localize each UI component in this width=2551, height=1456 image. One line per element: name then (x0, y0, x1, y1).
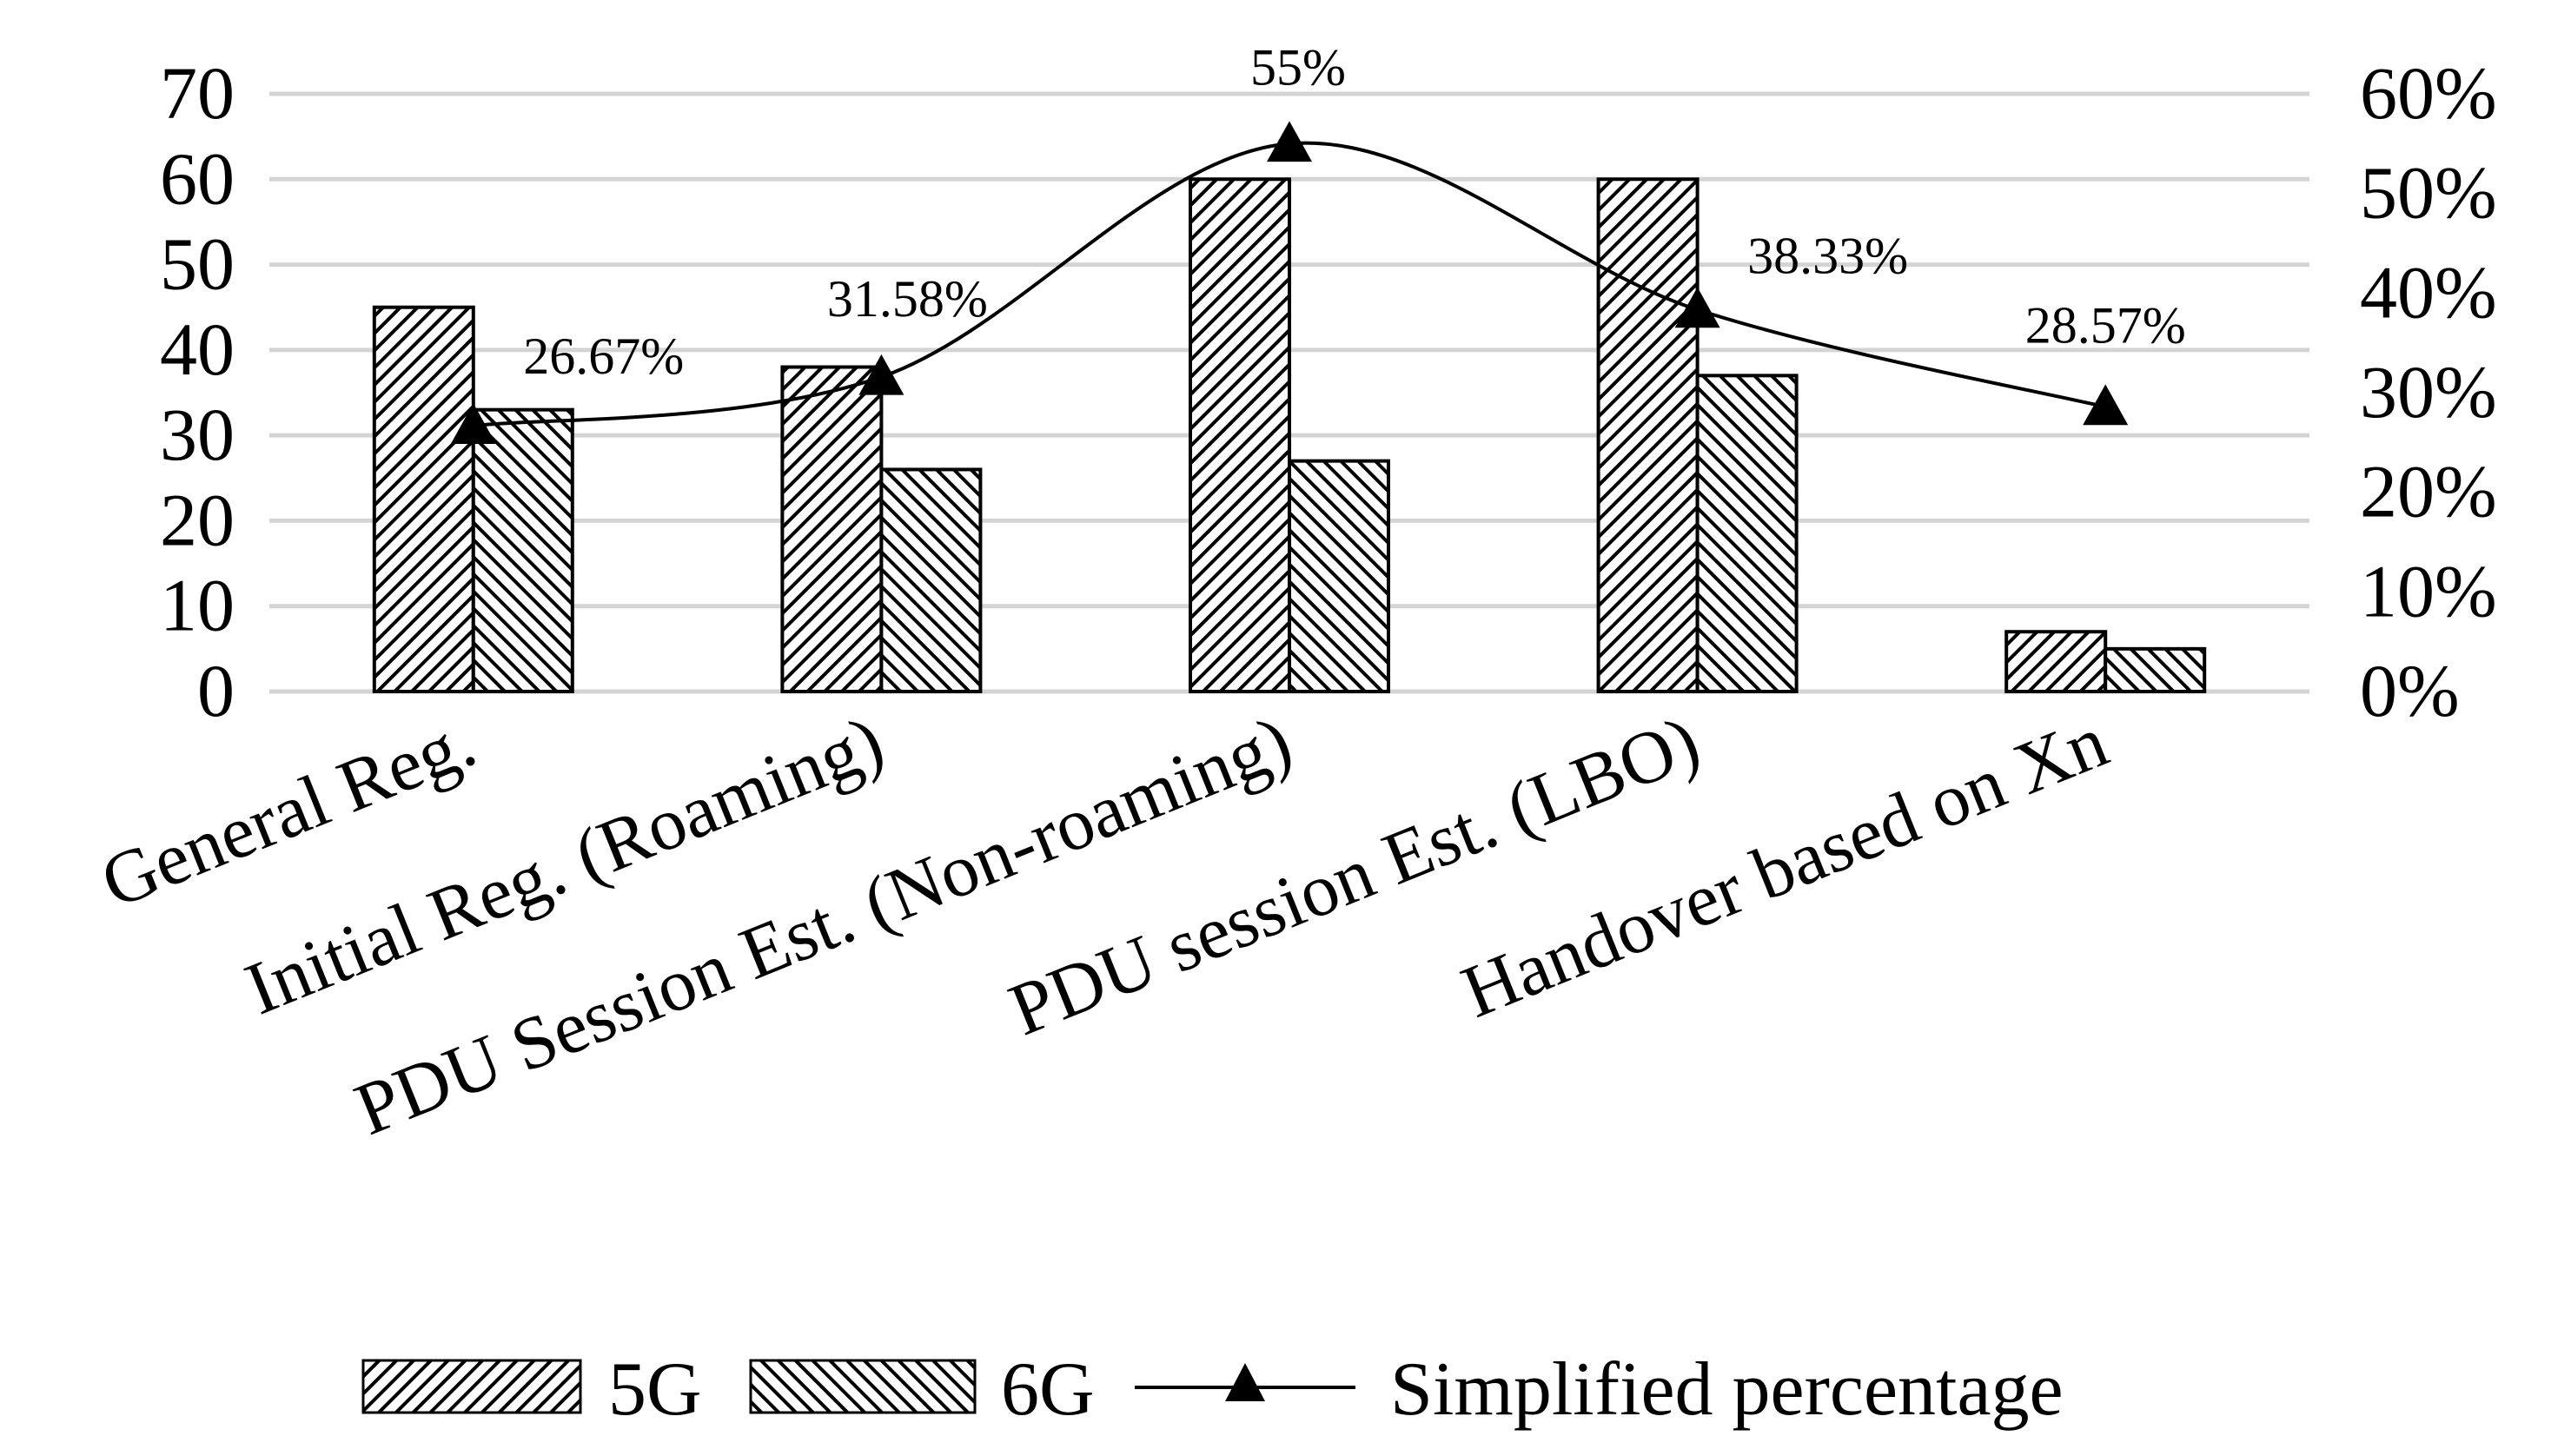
percentage-label: 28.57% (2025, 296, 2186, 354)
bar-6g-pdu-session-est-lbo (1695, 374, 1799, 693)
right-tick-label: 10% (2360, 549, 2497, 632)
legend-label-simplified-percentage: Simplified percentage (1390, 1347, 2064, 1432)
bar-5g-pdu-session-est-non-roaming (1189, 177, 1291, 694)
left-tick-label: 30 (160, 393, 235, 476)
bar-5g-handover-based-on-xn (2004, 630, 2108, 694)
bar-6g-pdu-session-est-non-roaming (1288, 459, 1390, 694)
category-label-pdu-session-est-lbo: PDU session Est. (LBO) (998, 699, 1711, 1052)
left-tick-label: 20 (160, 478, 235, 561)
percentage-marker-pdu-session-est-non-roaming (1267, 121, 1312, 162)
left-tick-label: 60 (160, 136, 235, 220)
legend-triangle-marker (1225, 1363, 1265, 1401)
legend-swatch-6g (749, 1359, 977, 1414)
right-tick-label: 40% (2360, 250, 2497, 334)
bar-5g-general-reg (372, 305, 475, 693)
legend: 5G 6G Simplified percentage (361, 1347, 2064, 1432)
bar-5g-pdu-session-est-lbo (1596, 177, 1700, 694)
percentage-label: 38.33% (1747, 227, 1908, 284)
legend-label-6g: 6G (1001, 1347, 1095, 1432)
category-labels: General Reg.Initial Reg. (Roaming)PDU Se… (89, 699, 2118, 1151)
legend-swatch-5g (361, 1359, 582, 1414)
percentage-line-series: 26.67% 31.58% 55% 38.33% 28.57% (450, 38, 2186, 444)
right-axis-ticks: 0% 10% 20% 30% 40% 50% 60% (2360, 51, 2497, 732)
bar-6g-general-reg (471, 407, 574, 693)
bar-5g-initial-reg-roaming (780, 365, 884, 693)
percentage-label: 31.58% (827, 270, 988, 328)
percentage-marker-general-reg (450, 403, 496, 444)
right-tick-label: 50% (2360, 151, 2497, 235)
percentage-marker-pdu-session-est-lbo (1674, 287, 1720, 328)
left-tick-label: 50 (160, 222, 235, 306)
bar-6g-initial-reg-roaming (879, 467, 983, 694)
category-label-handover-based-on-xn: Handover based on Xn (1450, 699, 2118, 1034)
legend-label-5g: 5G (608, 1347, 702, 1432)
left-tick-label: 70 (160, 51, 235, 135)
percentage-marker-initial-reg-roaming (858, 354, 904, 395)
right-tick-label: 0% (2360, 649, 2460, 732)
right-tick-label: 30% (2360, 350, 2497, 433)
bar-series (372, 177, 2207, 694)
right-tick-label: 20% (2360, 450, 2497, 533)
left-tick-label: 0 (197, 649, 235, 732)
percentage-label: 55% (1250, 38, 1346, 96)
left-tick-label: 10 (160, 564, 235, 647)
right-tick-label: 60% (2360, 51, 2497, 135)
bar-6g-handover-based-on-xn (2104, 646, 2207, 693)
percentage-label: 26.67% (523, 328, 684, 385)
left-tick-label: 40 (160, 308, 235, 391)
percentage-marker-handover-based-on-xn (2083, 384, 2129, 426)
